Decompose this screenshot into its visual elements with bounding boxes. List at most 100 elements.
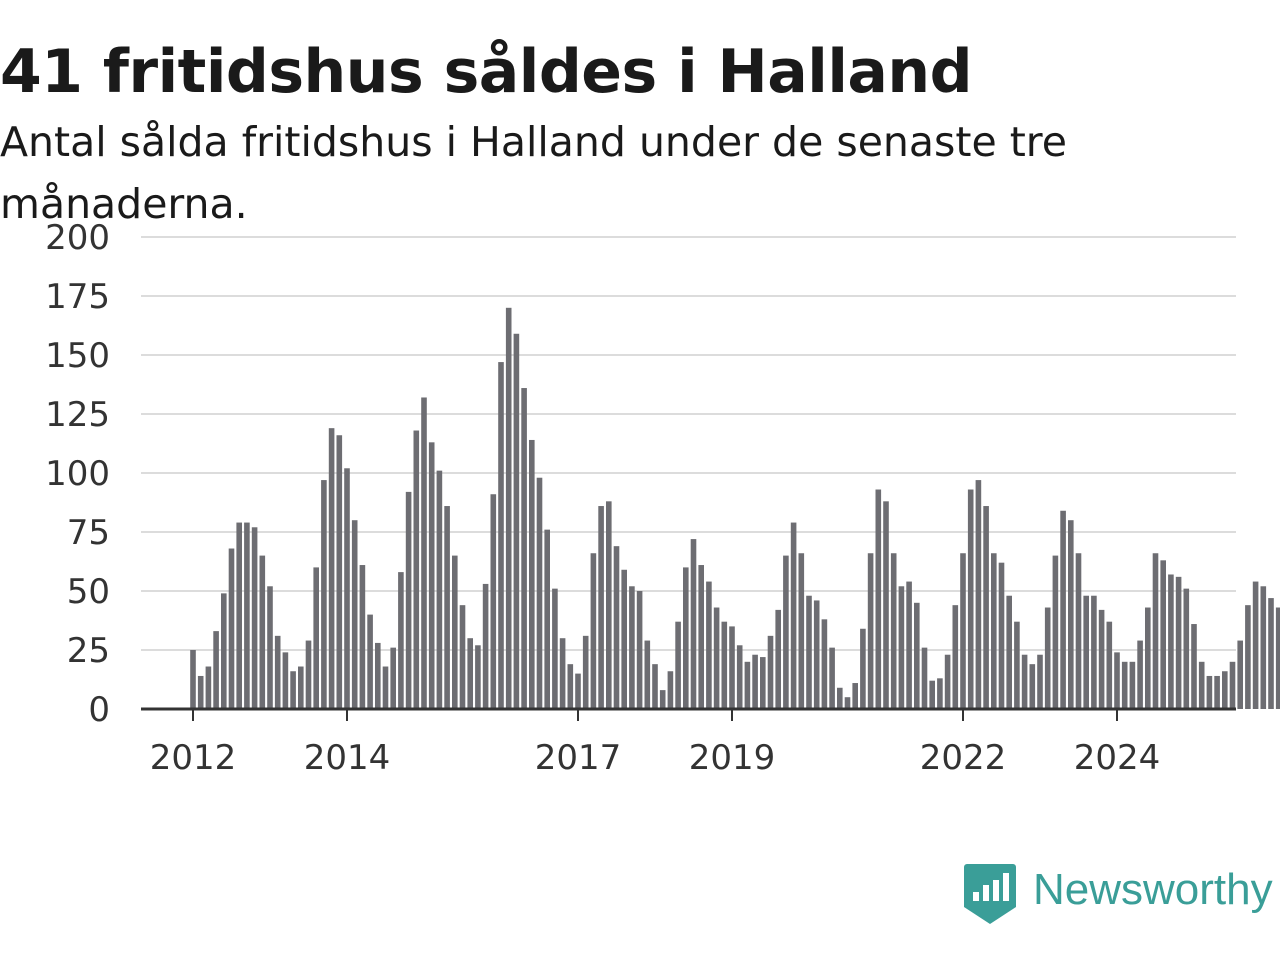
bar — [613, 546, 620, 709]
bar — [328, 428, 335, 709]
bar — [1168, 574, 1174, 709]
x-tick-label: 2022 — [920, 738, 1007, 778]
bar — [221, 593, 227, 709]
bar — [482, 583, 489, 709]
bar — [960, 553, 966, 709]
x-axis-labels: 2012 2014 2017 2019 2022 2024 — [150, 738, 1161, 778]
bar — [190, 650, 196, 709]
bar — [798, 553, 805, 709]
bar — [1252, 581, 1259, 709]
bar — [336, 435, 343, 709]
bars — [190, 307, 1280, 709]
bar — [1075, 553, 1082, 709]
y-tick-label: 75 — [67, 513, 110, 553]
bar — [1044, 607, 1051, 709]
bar — [1137, 640, 1143, 709]
bar — [806, 595, 812, 709]
y-tick-label: 175 — [45, 277, 110, 317]
bar — [906, 581, 912, 709]
bar — [744, 661, 751, 709]
bar — [1222, 671, 1228, 709]
bar — [490, 494, 497, 709]
bar — [821, 619, 828, 709]
bar — [228, 548, 235, 709]
bar — [305, 640, 312, 709]
bar — [313, 567, 319, 709]
bar — [475, 645, 481, 709]
bar — [983, 506, 989, 709]
bar — [883, 501, 889, 709]
bar — [844, 697, 851, 709]
bar — [205, 666, 212, 709]
bar — [1260, 586, 1267, 709]
bar — [1098, 609, 1105, 709]
bar — [1275, 607, 1280, 709]
bar — [521, 388, 527, 709]
bar — [636, 591, 643, 709]
bar — [398, 572, 404, 709]
bar — [590, 553, 597, 709]
bar — [952, 605, 959, 709]
bar — [967, 489, 974, 709]
bar — [975, 480, 982, 709]
bar — [236, 522, 242, 709]
bar — [567, 664, 574, 709]
x-tick-label: 2014 — [304, 738, 391, 778]
bar — [505, 307, 512, 709]
bar — [536, 477, 543, 709]
bar — [852, 683, 858, 709]
bar — [467, 638, 473, 709]
bar — [1152, 553, 1159, 709]
bar — [944, 654, 951, 709]
bar — [929, 680, 935, 709]
bar — [367, 614, 373, 709]
y-tick-label: 150 — [45, 336, 110, 376]
brand: Newsworthy — [963, 862, 1273, 926]
bar — [659, 690, 666, 709]
bar — [1245, 605, 1251, 709]
y-tick-label: 50 — [67, 572, 110, 612]
bar — [213, 631, 219, 709]
bar — [652, 664, 658, 709]
bar — [1060, 510, 1066, 709]
bar — [1214, 675, 1220, 709]
bar — [721, 621, 728, 709]
bar — [405, 491, 412, 709]
bar — [875, 489, 882, 709]
bar — [1121, 661, 1128, 709]
bar — [921, 647, 928, 709]
bar — [790, 522, 797, 709]
bar — [690, 539, 697, 709]
bar — [244, 522, 250, 709]
bar — [898, 586, 905, 709]
x-tick-label: 2024 — [1074, 738, 1161, 778]
bar — [290, 671, 296, 709]
bar — [1114, 652, 1120, 709]
bar — [1183, 588, 1190, 709]
bar — [1052, 555, 1059, 709]
bar — [513, 333, 520, 709]
bar — [452, 555, 458, 709]
bar — [1191, 624, 1197, 709]
bar — [498, 362, 504, 709]
bar — [1237, 640, 1243, 709]
chart-title: 41 fritidshus såldes i Halland — [0, 37, 973, 107]
bar — [767, 635, 774, 709]
y-tick-label: 125 — [45, 395, 110, 435]
bar — [783, 555, 789, 709]
bar — [1006, 595, 1012, 709]
bar — [1129, 661, 1136, 709]
x-axis-ticks — [192, 709, 1118, 721]
x-tick-label: 2017 — [535, 738, 622, 778]
bar — [598, 506, 604, 709]
x-tick-label: 2012 — [150, 738, 237, 778]
bar — [675, 621, 681, 709]
bar — [698, 565, 704, 709]
bar — [713, 607, 720, 709]
bar — [1206, 675, 1213, 709]
bar — [829, 647, 835, 709]
bar — [890, 553, 897, 709]
bar — [621, 569, 627, 709]
bar — [1106, 621, 1113, 709]
